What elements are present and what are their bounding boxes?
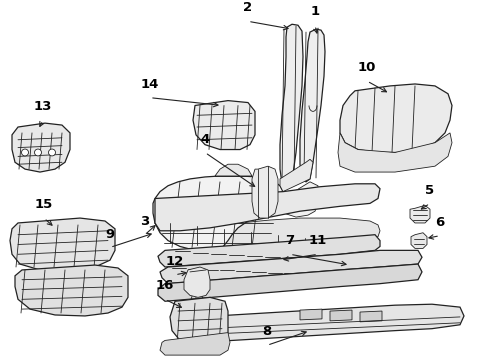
Polygon shape: [155, 218, 380, 252]
Polygon shape: [170, 297, 228, 346]
Polygon shape: [153, 176, 283, 252]
Polygon shape: [190, 304, 464, 342]
Polygon shape: [300, 29, 325, 182]
Polygon shape: [360, 311, 382, 322]
Text: 16: 16: [156, 279, 174, 292]
Polygon shape: [160, 333, 230, 355]
Polygon shape: [280, 159, 313, 192]
Polygon shape: [158, 235, 380, 267]
Text: 7: 7: [286, 234, 294, 247]
Text: 15: 15: [35, 198, 53, 211]
Polygon shape: [410, 205, 430, 223]
Text: 1: 1: [311, 5, 319, 18]
Polygon shape: [330, 310, 352, 321]
Polygon shape: [15, 265, 128, 316]
Text: 9: 9: [105, 228, 115, 240]
Polygon shape: [282, 182, 318, 217]
Polygon shape: [158, 264, 422, 301]
Text: 5: 5: [425, 184, 435, 197]
Polygon shape: [184, 267, 210, 297]
Polygon shape: [193, 100, 255, 149]
Polygon shape: [252, 166, 278, 218]
Polygon shape: [215, 164, 252, 176]
Polygon shape: [280, 24, 303, 187]
Text: 4: 4: [200, 132, 210, 146]
Text: 10: 10: [358, 61, 376, 74]
Text: 6: 6: [436, 216, 444, 229]
Circle shape: [49, 149, 55, 156]
Text: 3: 3: [140, 215, 149, 228]
Polygon shape: [155, 184, 380, 231]
Polygon shape: [340, 84, 452, 153]
Text: 14: 14: [141, 78, 159, 91]
Text: 13: 13: [34, 100, 52, 113]
Polygon shape: [300, 309, 322, 320]
Circle shape: [22, 149, 28, 156]
Polygon shape: [411, 233, 427, 248]
Text: 11: 11: [309, 234, 327, 247]
Text: 2: 2: [244, 1, 252, 14]
Polygon shape: [160, 250, 422, 284]
Polygon shape: [12, 123, 70, 172]
Polygon shape: [338, 133, 452, 172]
Text: 8: 8: [262, 325, 271, 338]
Text: 12: 12: [166, 255, 184, 268]
Circle shape: [34, 149, 42, 156]
Polygon shape: [10, 218, 115, 270]
